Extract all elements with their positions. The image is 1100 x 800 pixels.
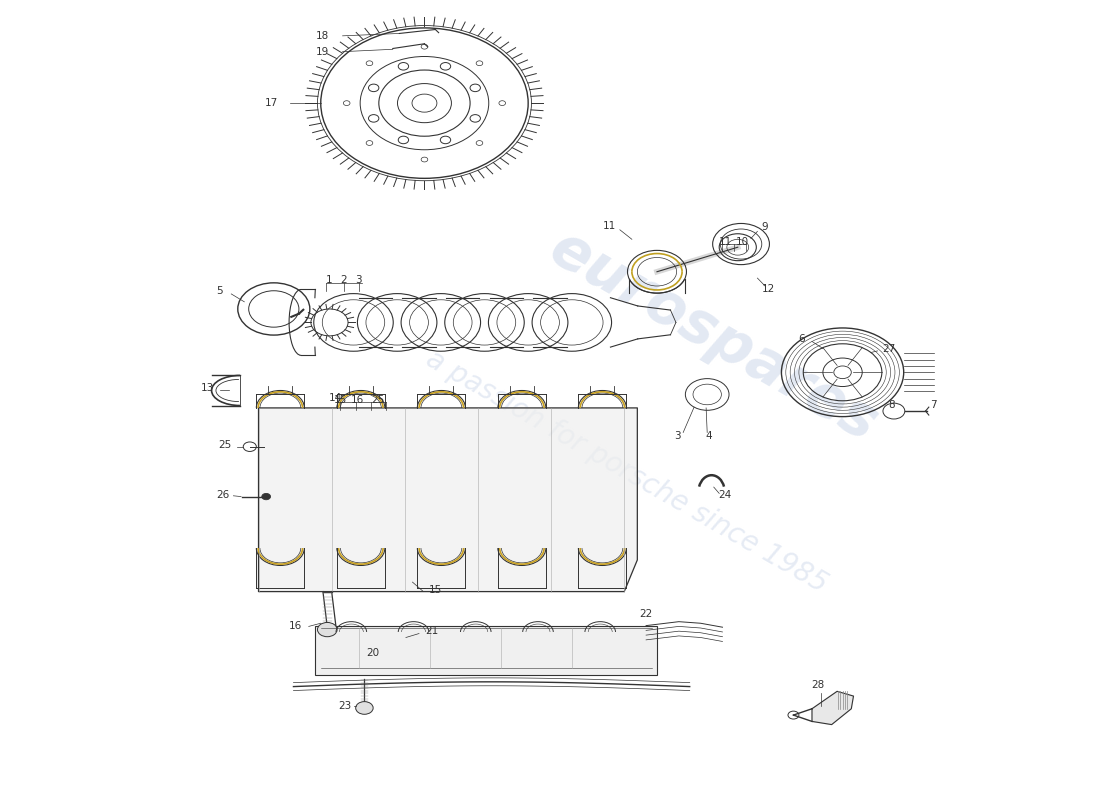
- Text: 8: 8: [889, 400, 895, 410]
- Text: 11: 11: [719, 237, 733, 246]
- Text: 4: 4: [705, 431, 712, 442]
- Text: 26: 26: [216, 490, 229, 500]
- Text: 25: 25: [218, 440, 231, 450]
- Text: 3: 3: [674, 431, 681, 442]
- Text: 28: 28: [811, 680, 824, 690]
- Circle shape: [355, 702, 373, 714]
- Text: 10: 10: [736, 237, 749, 246]
- Polygon shape: [812, 691, 854, 725]
- Text: 19: 19: [317, 46, 330, 57]
- Circle shape: [262, 494, 271, 500]
- Text: 22: 22: [639, 609, 652, 618]
- Text: 25: 25: [371, 395, 384, 405]
- Circle shape: [318, 622, 337, 637]
- Text: 7: 7: [930, 400, 936, 410]
- Text: 23: 23: [338, 702, 351, 711]
- Text: eurospares: eurospares: [540, 220, 888, 454]
- Text: 5: 5: [216, 286, 222, 296]
- Text: 12: 12: [761, 284, 776, 294]
- Text: 21: 21: [426, 626, 439, 636]
- Text: 17: 17: [265, 98, 278, 108]
- Text: 15: 15: [333, 395, 346, 405]
- Text: a passion for porsche since 1985: a passion for porsche since 1985: [421, 345, 832, 598]
- Text: 27: 27: [882, 343, 895, 354]
- Text: 9: 9: [761, 222, 769, 233]
- Text: 16: 16: [351, 395, 364, 405]
- Text: 11: 11: [603, 221, 616, 231]
- Text: 14: 14: [328, 394, 342, 403]
- Text: 16: 16: [289, 622, 302, 631]
- Text: 20: 20: [366, 648, 379, 658]
- Text: 6: 6: [798, 334, 804, 344]
- Text: 24: 24: [718, 490, 732, 500]
- Text: 1: 1: [327, 274, 333, 285]
- Text: 13: 13: [200, 383, 213, 393]
- Text: 15: 15: [429, 585, 442, 595]
- Text: 2: 2: [340, 274, 346, 285]
- Polygon shape: [258, 408, 637, 591]
- Text: 3: 3: [355, 274, 362, 285]
- Text: 18: 18: [317, 31, 330, 41]
- Bar: [316, 626, 657, 674]
